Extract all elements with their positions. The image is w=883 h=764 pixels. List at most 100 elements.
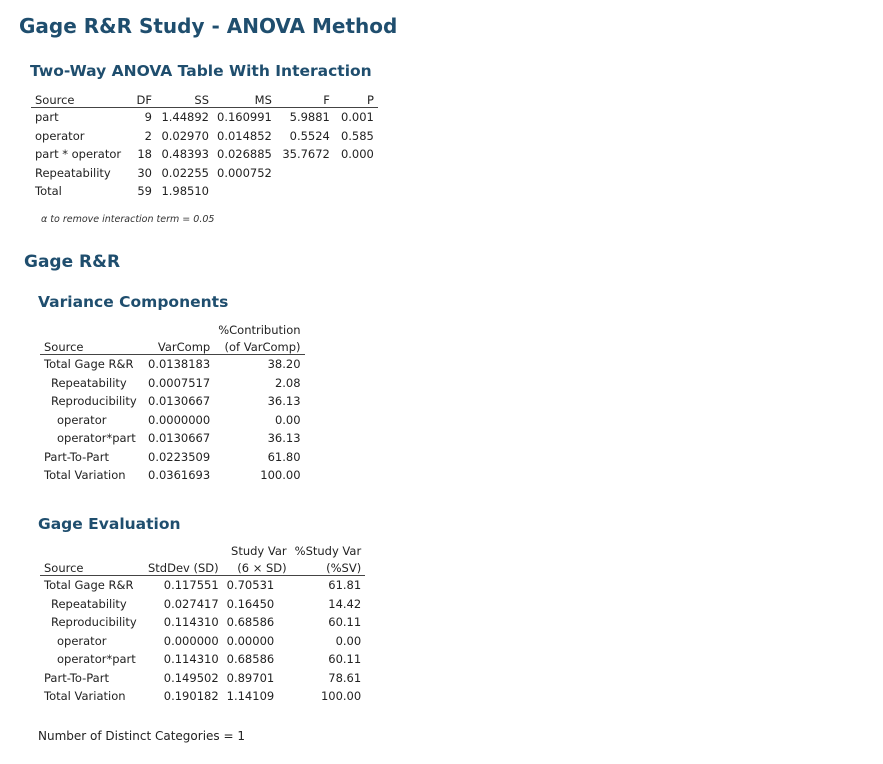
anova-p: 0.000 <box>340 147 374 162</box>
anova-col-f: F <box>275 90 334 108</box>
ge-source: Total Variation <box>44 689 126 704</box>
vc-source: Reproducibility <box>51 394 137 409</box>
table-row: Part-To-Part 0.0223509 61.80 <box>40 448 305 467</box>
ge-col-source: Source <box>40 558 144 576</box>
anova-f <box>276 164 334 183</box>
vc-source: Repeatability <box>51 375 127 390</box>
vc-col-contribution: (of VarComp) <box>214 337 305 355</box>
anova-ms: 0.014852 <box>217 128 272 143</box>
ge-source: Reproducibility <box>51 615 137 630</box>
ge-source: operator <box>57 633 107 648</box>
anova-ss: 1.98510 <box>161 184 209 199</box>
gage-rr-heading: Gage R&R <box>24 252 121 272</box>
anova-source: operator <box>35 128 85 143</box>
page-title: Gage R&R Study - ANOVA Method <box>19 14 398 38</box>
table-row: part * operator 18 0.48393 0.026885 35.7… <box>31 145 378 164</box>
anova-df: 9 <box>144 110 152 125</box>
ge-pct-study-var: 78.61 <box>328 670 362 685</box>
anova-source: Total <box>35 184 62 199</box>
anova-source: part <box>35 110 59 125</box>
anova-ms: 0.160991 <box>217 110 272 125</box>
anova-p: 0.585 <box>340 128 374 143</box>
anova-p <box>334 164 378 183</box>
anova-col-source: Source <box>31 90 130 108</box>
anova-p: 0.001 <box>340 110 374 125</box>
vc-source: operator <box>57 412 107 427</box>
anova-ms <box>213 182 276 201</box>
ge-study-var: 0.16450 <box>226 596 275 611</box>
vc-varcomp: 0.0007517 <box>148 375 211 390</box>
anova-col-p: P <box>333 90 378 108</box>
ge-col-pct-study-var: (%SV) <box>290 558 366 576</box>
anova-col-ss: SS <box>156 90 213 108</box>
ge-source: operator*part <box>57 652 136 667</box>
gage-evaluation-table: Study Var %Study Var Source StdDev (SD) … <box>40 541 366 706</box>
table-row: operator 0.0000000 0.00 <box>40 411 305 430</box>
interaction-term-note: α to remove interaction term = 0.05 <box>41 214 215 225</box>
table-row: Total Gage R&R 0.0138183 38.20 <box>40 355 305 374</box>
ge-study-var: 0.68586 <box>226 615 275 630</box>
vc-contribution: 61.80 <box>267 449 301 464</box>
table-row: operator 2 0.02970 0.014852 0.5524 0.585 <box>31 127 378 146</box>
ge-stddev: 0.117551 <box>163 578 219 593</box>
table-row: Reproducibility 0.0130667 36.13 <box>40 392 305 411</box>
vc-source: operator*part <box>57 431 136 446</box>
anova-f: 5.9881 <box>289 110 330 125</box>
table-row: Repeatability 30 0.02255 0.000752 <box>31 164 378 183</box>
vc-header-top-varcomp <box>144 320 214 337</box>
ge-pct-study-var: 0.00 <box>335 633 362 648</box>
anova-f <box>276 182 334 201</box>
ge-col-stddev: StdDev (SD) <box>144 558 223 576</box>
table-row: Total 59 1.98510 <box>31 182 378 201</box>
table-row: operator*part 0.114310 0.68586 60.11 <box>40 650 365 669</box>
anova-ms: 0.026885 <box>217 147 272 162</box>
vc-contribution: 2.08 <box>274 375 301 390</box>
anova-df: 18 <box>137 147 152 162</box>
table-row: operator*part 0.0130667 36.13 <box>40 429 305 448</box>
vc-contribution: 36.13 <box>267 431 301 446</box>
ge-stddev: 0.114310 <box>163 652 219 667</box>
ge-stddev: 0.190182 <box>163 689 219 704</box>
ge-pct-study-var: 60.11 <box>328 615 362 630</box>
ge-source: Total Gage R&R <box>44 578 134 593</box>
vc-header-top-contribution: %Contribution <box>218 323 301 337</box>
ge-header-top-study-var: Study Var <box>231 544 287 558</box>
table-row: part 9 1.44892 0.160991 5.9881 0.001 <box>31 108 378 127</box>
anova-f: 35.7672 <box>282 147 330 162</box>
ge-study-var: 0.68586 <box>226 652 275 667</box>
anova-df: 30 <box>137 165 152 180</box>
anova-col-df: DF <box>130 90 156 108</box>
vc-varcomp: 0.0000000 <box>148 412 211 427</box>
anova-ss: 1.44892 <box>161 110 209 125</box>
ge-study-var: 0.89701 <box>226 670 275 685</box>
vc-source: Total Gage R&R <box>44 357 134 372</box>
vc-source: Total Variation <box>44 468 126 483</box>
ge-stddev: 0.149502 <box>163 670 219 685</box>
table-row: Total Variation 0.0361693 100.00 <box>40 466 305 485</box>
vc-source: Part-To-Part <box>44 449 109 464</box>
vc-header-top-source <box>40 320 144 337</box>
ge-pct-study-var: 61.81 <box>328 578 362 593</box>
table-row: Total Variation 0.190182 1.14109 100.00 <box>40 687 365 706</box>
vc-varcomp: 0.0130667 <box>148 394 211 409</box>
table-row: Total Gage R&R 0.117551 0.70531 61.81 <box>40 576 365 595</box>
anova-ss: 0.02970 <box>161 128 209 143</box>
ge-col-study-var: (6 × SD) <box>222 558 291 576</box>
vc-col-source: Source <box>40 337 144 355</box>
ge-stddev: 0.000000 <box>163 633 219 648</box>
anova-p <box>334 182 378 201</box>
vc-contribution: 36.13 <box>267 394 301 409</box>
table-row: Repeatability 0.0007517 2.08 <box>40 374 305 393</box>
anova-heading: Two-Way ANOVA Table With Interaction <box>30 62 372 80</box>
vc-contribution: 0.00 <box>274 412 301 427</box>
anova-f: 0.5524 <box>289 128 330 143</box>
ge-header-top-source <box>40 541 144 558</box>
vc-varcomp: 0.0223509 <box>148 449 211 464</box>
ge-source: Part-To-Part <box>44 670 109 685</box>
table-row: Reproducibility 0.114310 0.68586 60.11 <box>40 613 365 632</box>
anova-table: Source DF SS MS F P part 9 1.44892 0.160… <box>31 90 378 201</box>
anova-df: 59 <box>137 184 152 199</box>
ge-source: Repeatability <box>51 596 127 611</box>
vc-varcomp: 0.0130667 <box>148 431 211 446</box>
vc-col-varcomp: VarComp <box>144 337 215 355</box>
